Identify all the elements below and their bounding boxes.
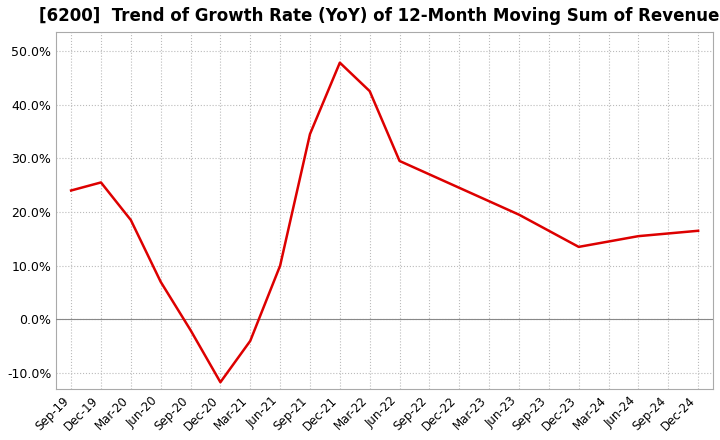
Title: [6200]  Trend of Growth Rate (YoY) of 12-Month Moving Sum of Revenues: [6200] Trend of Growth Rate (YoY) of 12-… bbox=[40, 7, 720, 25]
